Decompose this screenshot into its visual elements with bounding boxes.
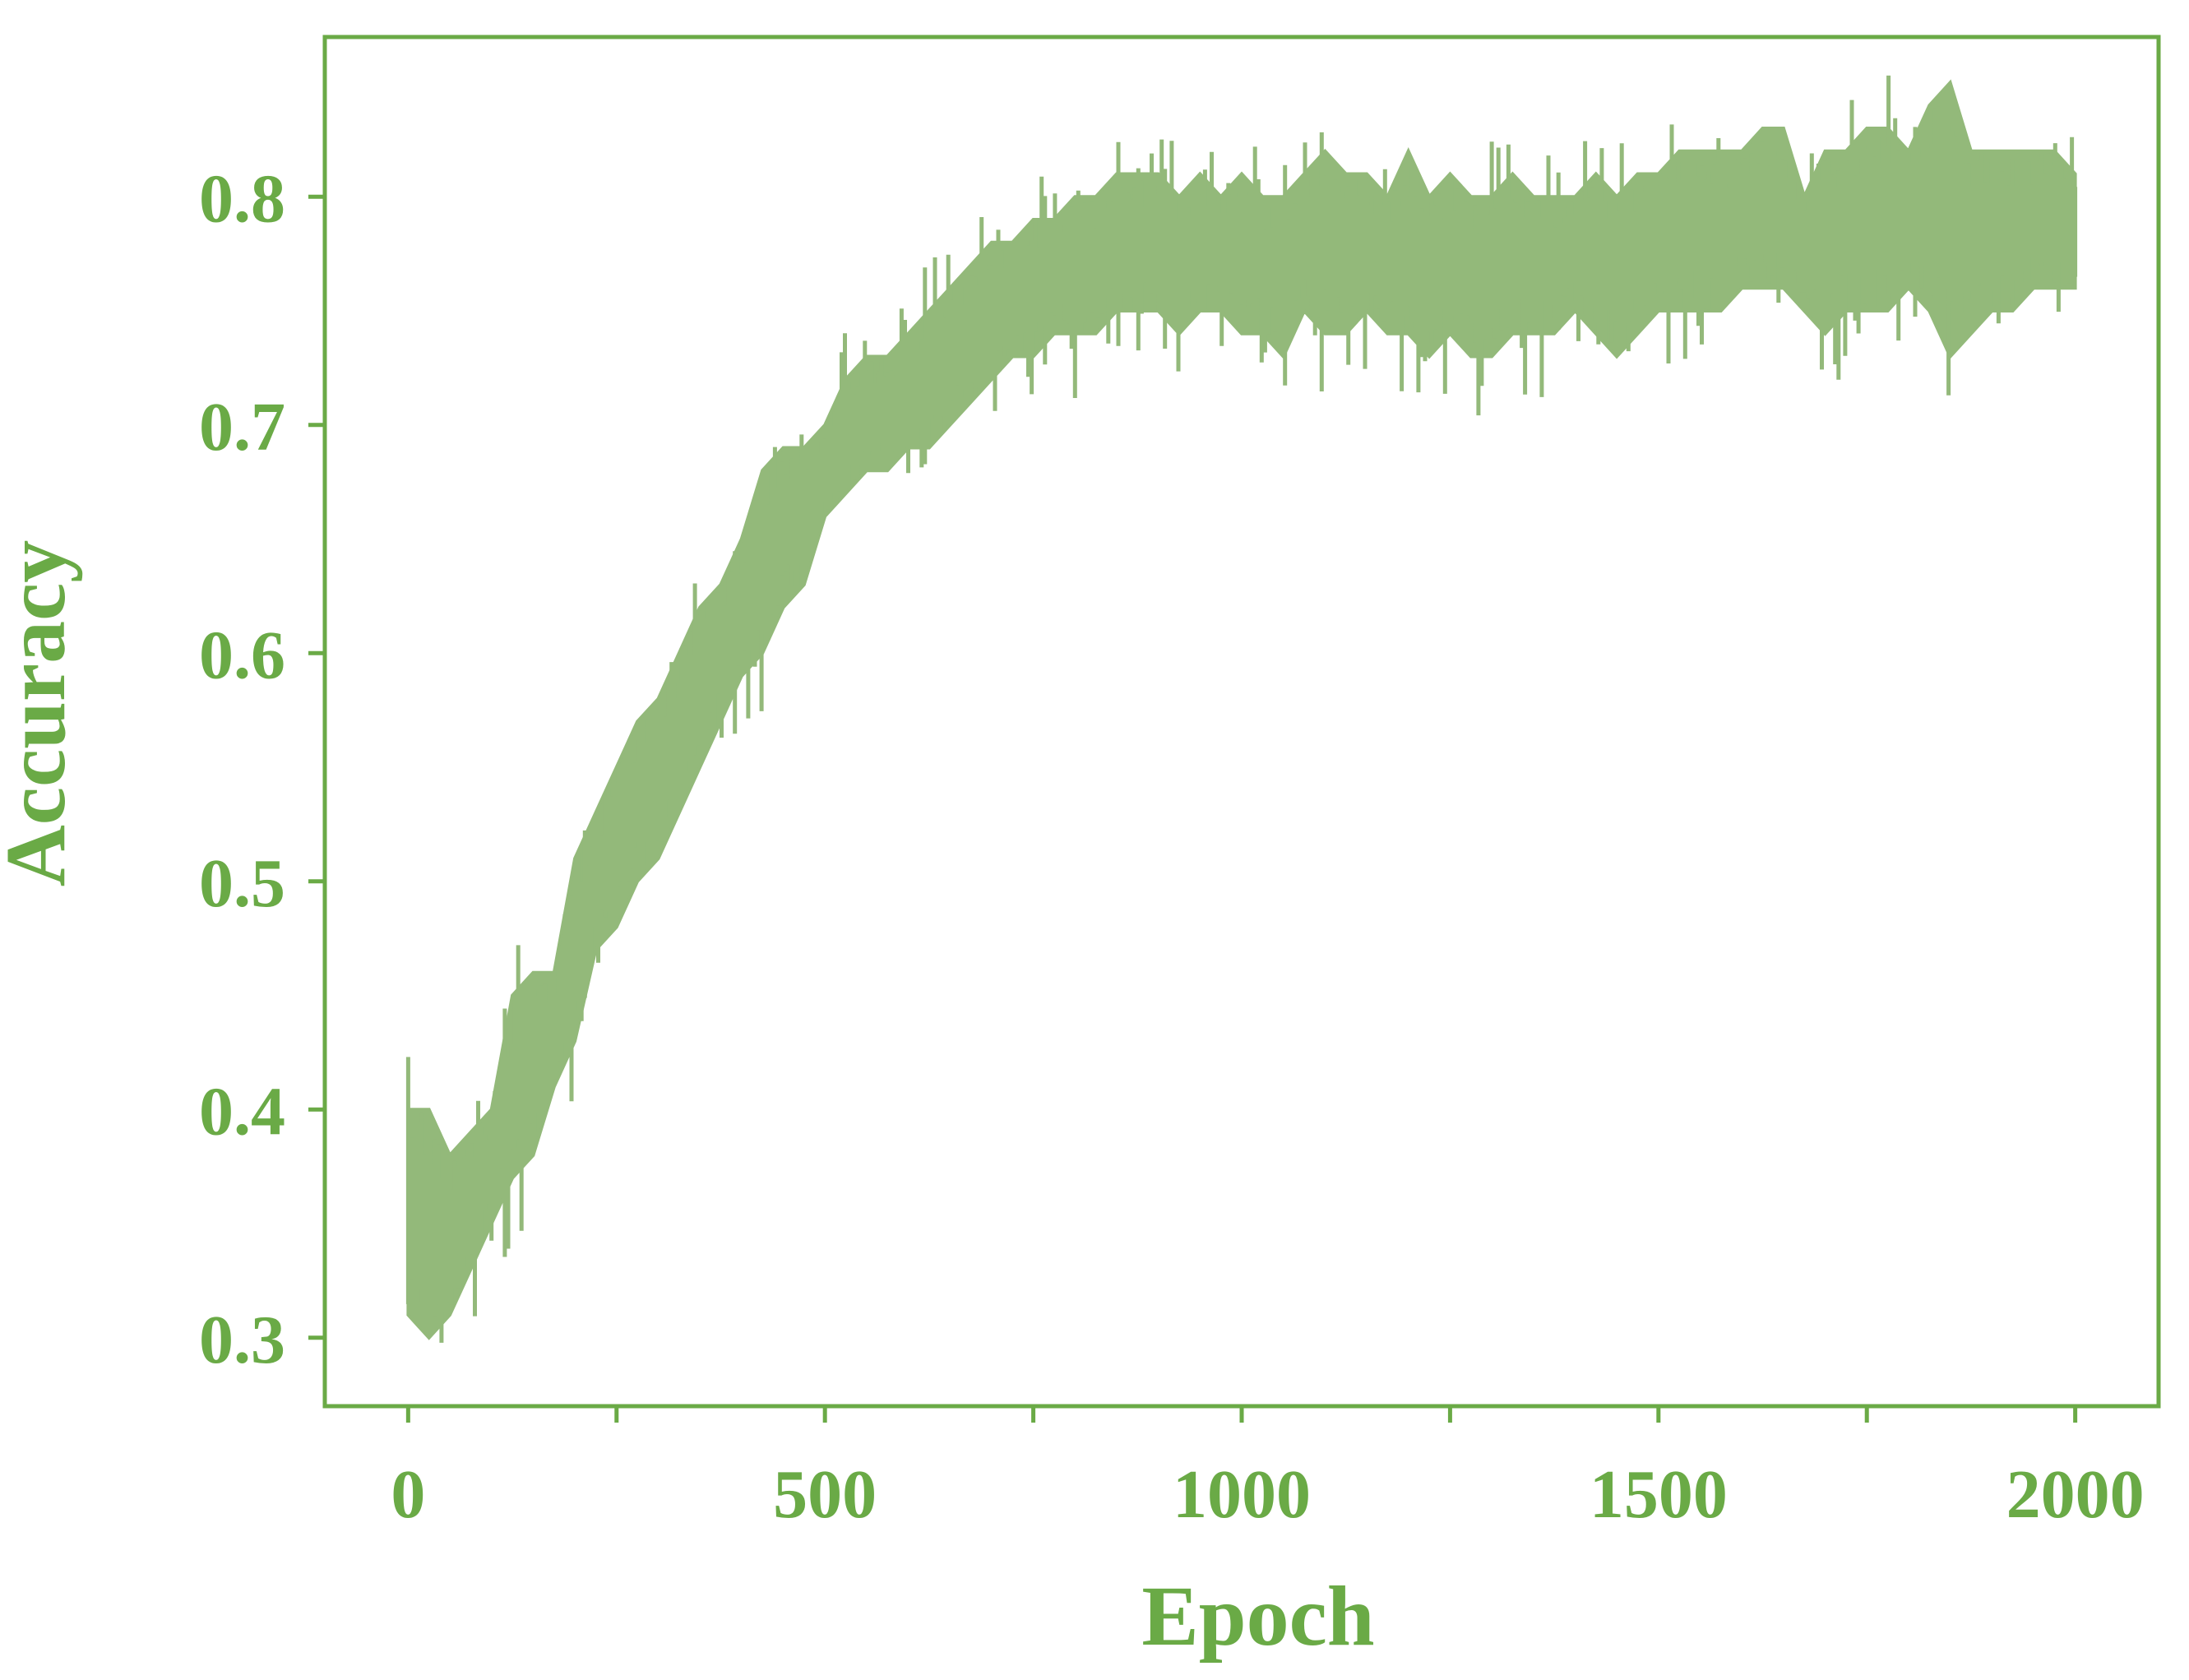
x-tick-label: 0 [391, 1456, 425, 1533]
series-noise-layer [405, 75, 2078, 1343]
y-axis-label: Accuracy [0, 540, 83, 887]
x-axis: 0 500 1000 1500 2000 [391, 1406, 2145, 1533]
y-tick-label: 0.8 [199, 160, 285, 237]
y-tick-label: 0.7 [199, 389, 285, 465]
y-tick-label: 0.3 [199, 1302, 285, 1378]
x-tick-label: 500 [773, 1456, 877, 1533]
y-tick-label: 0.5 [199, 845, 285, 922]
y-axis: 0.3 0.4 0.5 0.6 0.7 0.8 [199, 160, 325, 1378]
x-axis-label: Epoch [1141, 1569, 1374, 1664]
y-tick-label: 0.4 [199, 1073, 285, 1150]
x-tick-label: 2000 [2006, 1456, 2145, 1533]
y-tick-label: 0.6 [199, 617, 285, 693]
x-tick-label: 1500 [1590, 1456, 1728, 1533]
x-tick-label: 1000 [1173, 1456, 1311, 1533]
series-line [405, 75, 2078, 1343]
